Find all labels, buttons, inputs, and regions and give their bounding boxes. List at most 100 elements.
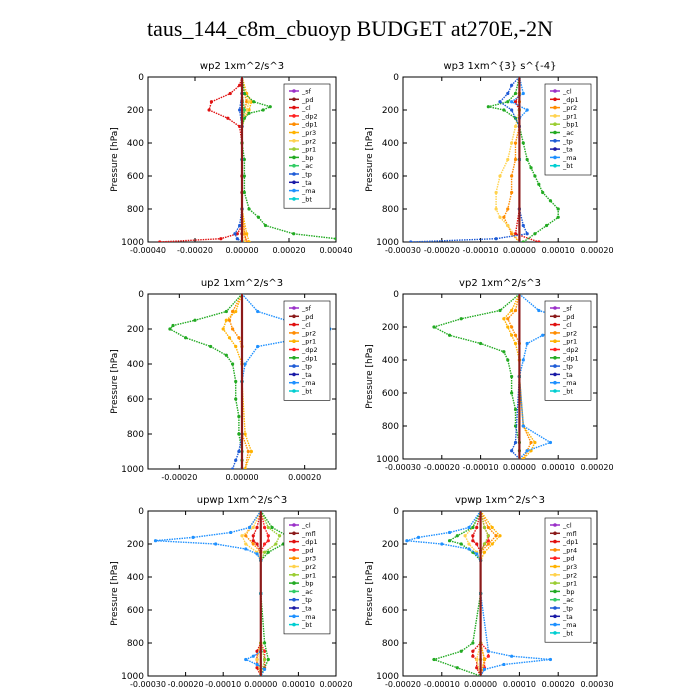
chart-panel-5: upwp 1xm^2/s^3 0 200 400 600 800 1000 Pressure …	[110, 495, 353, 689]
series-point	[521, 457, 525, 459]
series-group	[432, 294, 587, 459]
legend-label: _cl	[301, 321, 311, 329]
series-point	[525, 232, 529, 236]
series-point	[235, 232, 239, 236]
series-line-pr3	[241, 77, 253, 242]
panel-title: upwp 1xm^2/s^3	[197, 495, 287, 506]
legend-marker	[553, 314, 557, 319]
legend-marker	[292, 139, 296, 143]
series-point	[510, 190, 514, 195]
series-point	[247, 525, 252, 530]
legend-marker	[292, 531, 296, 536]
series-point	[521, 141, 525, 145]
legend-label: _bt	[562, 388, 573, 396]
legend-label: _ac	[301, 162, 313, 170]
legend-label: _pr1	[301, 571, 316, 579]
x-tick-label: -0.00020	[424, 246, 460, 255]
series-point	[475, 666, 479, 670]
y-tick-label: 200	[127, 540, 144, 550]
legend-marker	[292, 380, 296, 385]
series-point	[502, 317, 506, 321]
series-line-ma	[406, 511, 551, 676]
series-point	[541, 190, 545, 195]
series-point	[247, 108, 251, 112]
legend-marker	[553, 380, 557, 385]
series-point	[498, 534, 502, 538]
series-point	[209, 344, 213, 349]
legend-label: _cl	[562, 88, 572, 96]
legend-box	[283, 517, 331, 635]
legend-marker	[292, 147, 296, 151]
series-point	[255, 525, 259, 530]
series-point	[242, 240, 246, 242]
x-tick-label: 0.00020	[580, 463, 613, 472]
legend-label: _mfl	[301, 530, 316, 538]
y-tick-label: 0	[138, 507, 144, 517]
legend-marker	[553, 105, 557, 110]
series-point	[247, 240, 251, 242]
series-point	[266, 657, 270, 662]
series-point	[238, 124, 242, 129]
legend-marker	[553, 114, 557, 118]
legend-marker	[553, 606, 557, 610]
series-point	[251, 534, 255, 538]
series-point	[490, 542, 494, 546]
series-point	[255, 649, 259, 653]
series-point	[274, 542, 278, 546]
legend-label: _dp2	[301, 346, 318, 354]
series-point	[506, 207, 510, 211]
x-tick-label: 0.00040	[319, 246, 352, 255]
y-tick-label: 400	[127, 139, 144, 149]
series-point	[498, 100, 502, 104]
series-point	[256, 344, 260, 349]
series-point	[475, 552, 479, 556]
legend-label: _bp	[562, 588, 575, 596]
legend-marker	[553, 331, 557, 335]
y-axis-label: Pressure [hPa]	[110, 127, 120, 192]
legend-label: _cl	[301, 522, 311, 530]
series-point	[537, 240, 541, 242]
series-point	[262, 641, 267, 645]
series-point	[249, 100, 253, 104]
series-point	[262, 542, 267, 546]
series-point	[209, 100, 214, 104]
series-point	[243, 467, 247, 469]
series-point	[482, 542, 487, 546]
legend-label: _cl	[562, 522, 572, 530]
series-point	[537, 182, 541, 186]
x-tick-label: -0.00020	[177, 246, 213, 255]
legend-label: _pd	[301, 313, 314, 321]
series-point	[238, 223, 242, 228]
series-point	[471, 641, 475, 645]
series-point	[490, 525, 494, 530]
legend-box	[283, 83, 331, 209]
legend-label: _sf	[562, 305, 573, 313]
legend-marker	[553, 155, 557, 160]
series-point	[238, 108, 242, 112]
legend-marker	[292, 122, 296, 126]
series-point	[262, 667, 267, 672]
series-point	[541, 333, 545, 337]
legend-label: _bt	[301, 195, 312, 203]
series-point	[533, 232, 537, 236]
legend-marker	[292, 105, 296, 110]
legend-label: _pr2	[562, 571, 577, 579]
series-point	[529, 166, 533, 170]
legend-label: _dp1	[301, 354, 318, 362]
legend-marker	[553, 147, 557, 151]
legend-marker	[292, 556, 296, 560]
x-tick-label: 0.00020	[580, 246, 613, 255]
series-point	[513, 440, 518, 445]
series-point	[432, 325, 436, 329]
series-point	[193, 318, 197, 322]
y-tick-label: 1000	[121, 465, 144, 475]
legend-box	[544, 300, 592, 401]
series-point	[486, 542, 490, 546]
legend-marker	[553, 347, 557, 352]
series-point	[251, 542, 255, 546]
legend-marker	[292, 180, 296, 185]
series-point	[455, 666, 459, 670]
legend-marker	[553, 556, 557, 560]
series-line-pr2	[228, 294, 250, 469]
